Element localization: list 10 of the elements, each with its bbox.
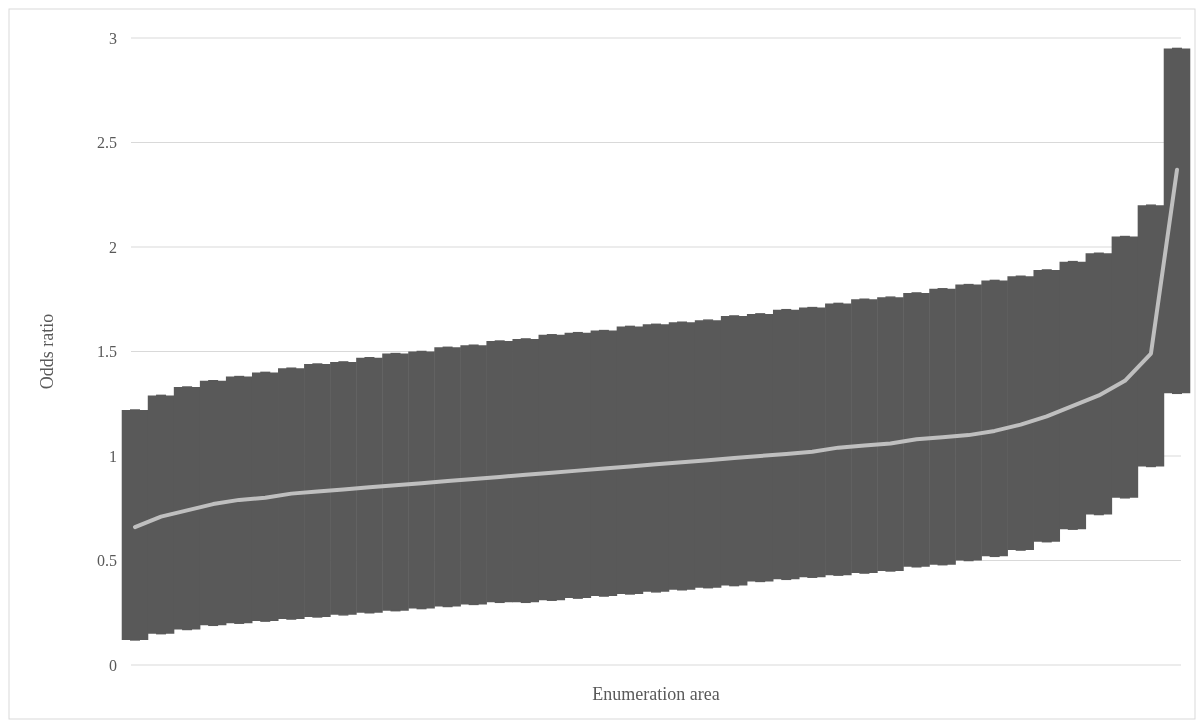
y-tick-label: 0.5 bbox=[97, 552, 117, 570]
y-tick-label: 3 bbox=[109, 29, 117, 47]
y-tick-label: 1 bbox=[109, 447, 117, 465]
y-axis-title: Odds ratio bbox=[37, 313, 57, 390]
y-tick-label: 0 bbox=[109, 656, 117, 674]
line-series bbox=[133, 167, 1179, 530]
x-axis-title: Enumeration area bbox=[592, 684, 720, 704]
y-tick-label: 2 bbox=[109, 238, 117, 256]
y-tick-label: 1.5 bbox=[97, 343, 117, 361]
y-tick-label: 2.5 bbox=[97, 134, 117, 152]
